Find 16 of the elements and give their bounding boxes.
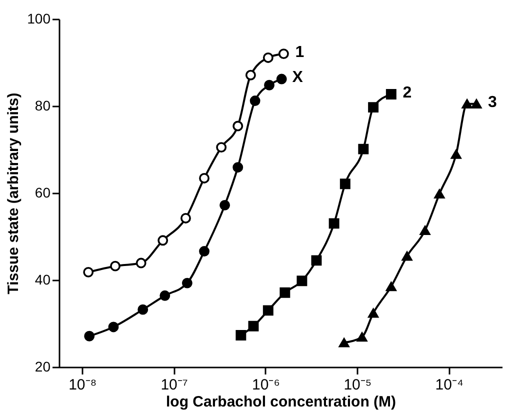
series-label: 1 — [295, 44, 304, 61]
y-tick-label: 20 — [34, 358, 51, 374]
x-tick-label: 10⁻⁷ — [160, 376, 188, 394]
series-label: 2 — [402, 84, 412, 102]
y-axis-title: Tissue state (arbitrary units) — [5, 92, 22, 294]
x-tick-label: 10⁻⁶ — [252, 376, 280, 394]
y-tick-label: 80 — [34, 98, 51, 114]
y-tick-label: 100 — [27, 10, 51, 26]
series-label: X — [292, 69, 304, 86]
x-tick-label: 10⁻⁸ — [68, 376, 97, 394]
y-tick-label: 60 — [34, 184, 51, 200]
x-axis-title: log Carbachol concentration (M) — [166, 394, 396, 410]
x-tick-label: 10⁻⁵ — [344, 376, 372, 394]
y-tick-label: 40 — [34, 272, 51, 288]
series-label: 3 — [488, 94, 497, 111]
x-tick-label: 10⁻⁴ — [435, 376, 464, 394]
